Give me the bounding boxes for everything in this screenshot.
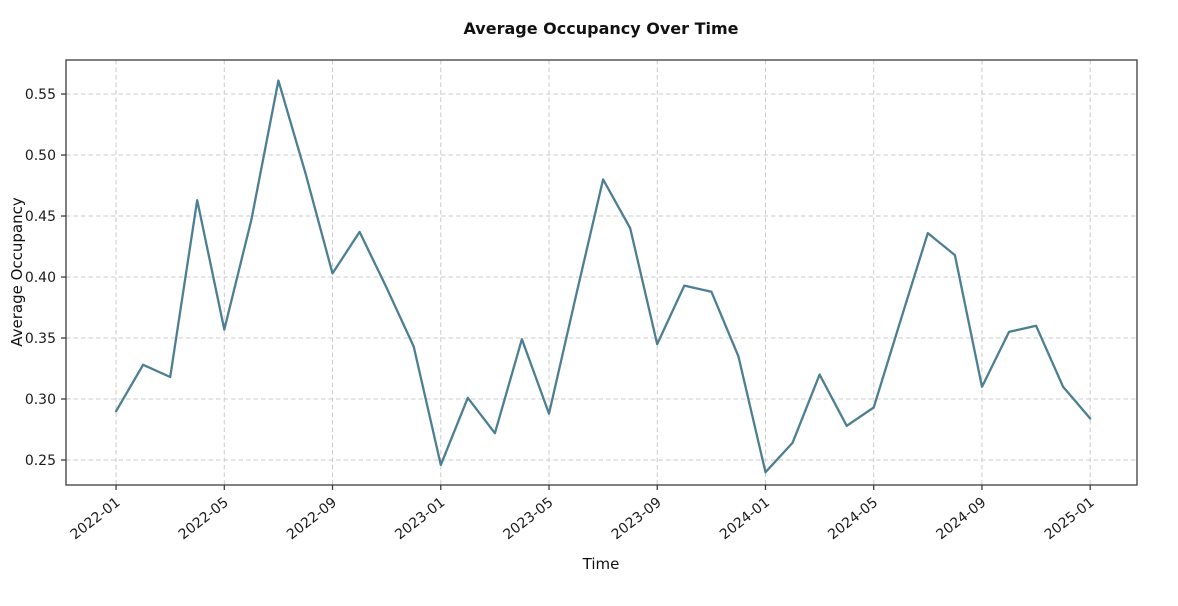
y-tick-label: 0.40: [25, 270, 56, 286]
x-tick-label: 2024-05: [825, 495, 881, 544]
x-tick-label: 2022-05: [176, 495, 232, 544]
x-tick-label: 2024-09: [933, 495, 989, 544]
y-axis-label: Average Occupancy: [8, 197, 26, 347]
occupancy-series-line: [114, 79, 1092, 474]
y-tick-label: 0.45: [25, 209, 56, 225]
x-tick-label: 2023-09: [609, 495, 665, 544]
x-tick-label: 2022-01: [68, 495, 124, 544]
x-tick-label: 2024-01: [717, 495, 773, 544]
y-tick-label: 0.55: [25, 87, 56, 103]
x-tick-label: 2023-01: [392, 495, 448, 544]
y-tick-label: 0.50: [25, 148, 56, 164]
chart-title: Average Occupancy Over Time: [463, 19, 739, 38]
x-tick-label: 2022-09: [284, 495, 340, 544]
x-axis-label: Time: [582, 555, 620, 573]
y-tick-label: 0.25: [25, 453, 56, 469]
y-tick-label: 0.30: [25, 392, 56, 408]
x-tick-label: 2025-01: [1042, 495, 1098, 544]
x-tick-label: 2023-05: [501, 495, 557, 544]
plot-border: [65, 59, 1138, 486]
y-tick-label: 0.35: [25, 331, 56, 347]
